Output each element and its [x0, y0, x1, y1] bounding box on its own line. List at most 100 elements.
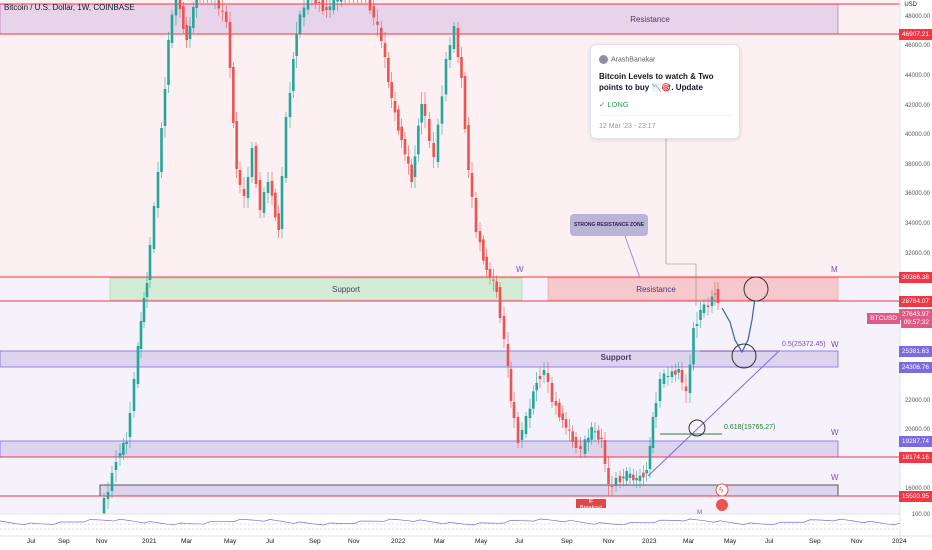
- trend-line: [647, 351, 779, 477]
- time-tick: Mar: [181, 538, 193, 545]
- candle-body: [546, 373, 550, 382]
- candle-body: [332, 0, 336, 11]
- candle-body: [195, 0, 198, 8]
- low-circle: [688, 419, 706, 437]
- candle-body: [242, 189, 246, 196]
- candle-body: [266, 182, 270, 193]
- candle-body: [692, 328, 695, 365]
- time-tick: Jul: [765, 538, 774, 545]
- symbol-header[interactable]: Bitcoin / U.S. Dollar, 1W, COINBASE: [4, 3, 135, 12]
- idea-card[interactable]: ArashBanakar Bitcoin Levels to watch & T…: [590, 44, 740, 139]
- candle-body: [139, 321, 143, 349]
- price-tick: 36000.00: [904, 191, 930, 197]
- candle-body: [393, 101, 397, 113]
- candle-body: [666, 376, 670, 377]
- candle-body: [597, 430, 600, 440]
- candle-body: [625, 471, 628, 481]
- candle-body: [238, 170, 242, 185]
- price-tag: 27643.97: [898, 309, 932, 320]
- time-tick: Nov: [348, 538, 360, 545]
- candle-body: [674, 370, 677, 375]
- candle-body: [688, 364, 692, 393]
- candle-body: [167, 40, 170, 85]
- candle-body: [651, 417, 655, 448]
- candle-body: [610, 486, 614, 487]
- candle-body: [670, 371, 674, 377]
- price-tag: 18174.16: [898, 452, 932, 463]
- indicator-line: [0, 518, 901, 526]
- price-tick: 32000.00: [904, 251, 930, 257]
- price-tick: 34000.00: [904, 221, 930, 227]
- candle-body: [298, 14, 302, 35]
- candle-body: [603, 440, 607, 464]
- candle-body: [444, 59, 448, 95]
- fib-05-label: 0.5(25372.45): [782, 341, 826, 348]
- candle-body: [658, 379, 662, 401]
- candle-body: [618, 476, 622, 483]
- card-connector: [665, 137, 697, 306]
- candle-body: [542, 370, 546, 375]
- idea-timestamp: 12 Mar '23 - 23:17: [599, 123, 656, 130]
- price-axis[interactable]: USD 48000.00 46000.00 44000.00 42000.00 4000…: [898, 0, 932, 550]
- candle-body: [506, 344, 510, 366]
- candle-body: [561, 413, 564, 420]
- candle-body: [156, 172, 160, 208]
- time-tick: Nov: [96, 538, 108, 545]
- candle-body: [488, 269, 492, 278]
- time-tick: Sep: [58, 538, 70, 545]
- candle-body: [600, 437, 603, 439]
- candle-body: [702, 304, 706, 313]
- strong-resistance-callout[interactable]: STRONG RESISTANCE ZONE: [570, 214, 648, 236]
- candle-body: [182, 6, 185, 29]
- candle-body: [246, 177, 250, 198]
- candle-body: [478, 231, 482, 243]
- candle-body: [102, 498, 106, 515]
- candle-body: [532, 391, 535, 409]
- candle-body: [535, 383, 538, 391]
- candle-body: [270, 181, 274, 196]
- candle-body: [145, 283, 149, 297]
- candle-body: [217, 0, 221, 9]
- candle-body: [492, 279, 495, 281]
- candle-body: [372, 6, 376, 18]
- candle-body: [440, 96, 444, 124]
- candle-body: [648, 446, 652, 469]
- time-tick: 2021: [142, 538, 157, 545]
- support-left-zone: [109, 277, 523, 301]
- candle-body: [498, 287, 502, 318]
- time-tick: 2022: [391, 538, 406, 545]
- breakout-badge: [576, 499, 606, 508]
- price-tick: 16000.00: [904, 486, 930, 492]
- price-tag: 30366.38: [898, 272, 932, 283]
- price-tag: 19287.74: [898, 436, 932, 447]
- candle-body: [397, 109, 400, 131]
- candle-body: [482, 239, 485, 261]
- candle-body: [456, 28, 460, 57]
- candle-body: [188, 26, 192, 39]
- candle-body: [677, 369, 680, 373]
- idea-author[interactable]: ArashBanakar: [599, 55, 655, 64]
- price-tick: 38000.00: [904, 162, 930, 168]
- target-circle-up: [743, 276, 769, 302]
- candle-body: [110, 473, 114, 491]
- candle-body: [288, 93, 292, 117]
- w-marker-2: W: [831, 340, 839, 349]
- candle-body: [716, 289, 720, 303]
- price-tick: 46000.00: [904, 43, 930, 49]
- candle-body: [152, 206, 156, 249]
- candle-body: [148, 245, 152, 280]
- candle-body: [258, 180, 262, 210]
- candle-body: [467, 125, 470, 170]
- candle-body: [125, 442, 128, 444]
- candle-body: [614, 478, 618, 486]
- candle-body: [436, 124, 440, 162]
- fib-0618-label: 0.618(19765.27): [724, 424, 776, 431]
- candle-body: [607, 468, 610, 484]
- price-tag: 15500.95: [898, 491, 932, 502]
- price-tag: 25381.63: [898, 346, 932, 357]
- m-marker-1: M: [831, 265, 838, 274]
- idea-title[interactable]: Bitcoin Levels to watch & Two points to …: [599, 72, 714, 92]
- candle-body: [516, 417, 520, 443]
